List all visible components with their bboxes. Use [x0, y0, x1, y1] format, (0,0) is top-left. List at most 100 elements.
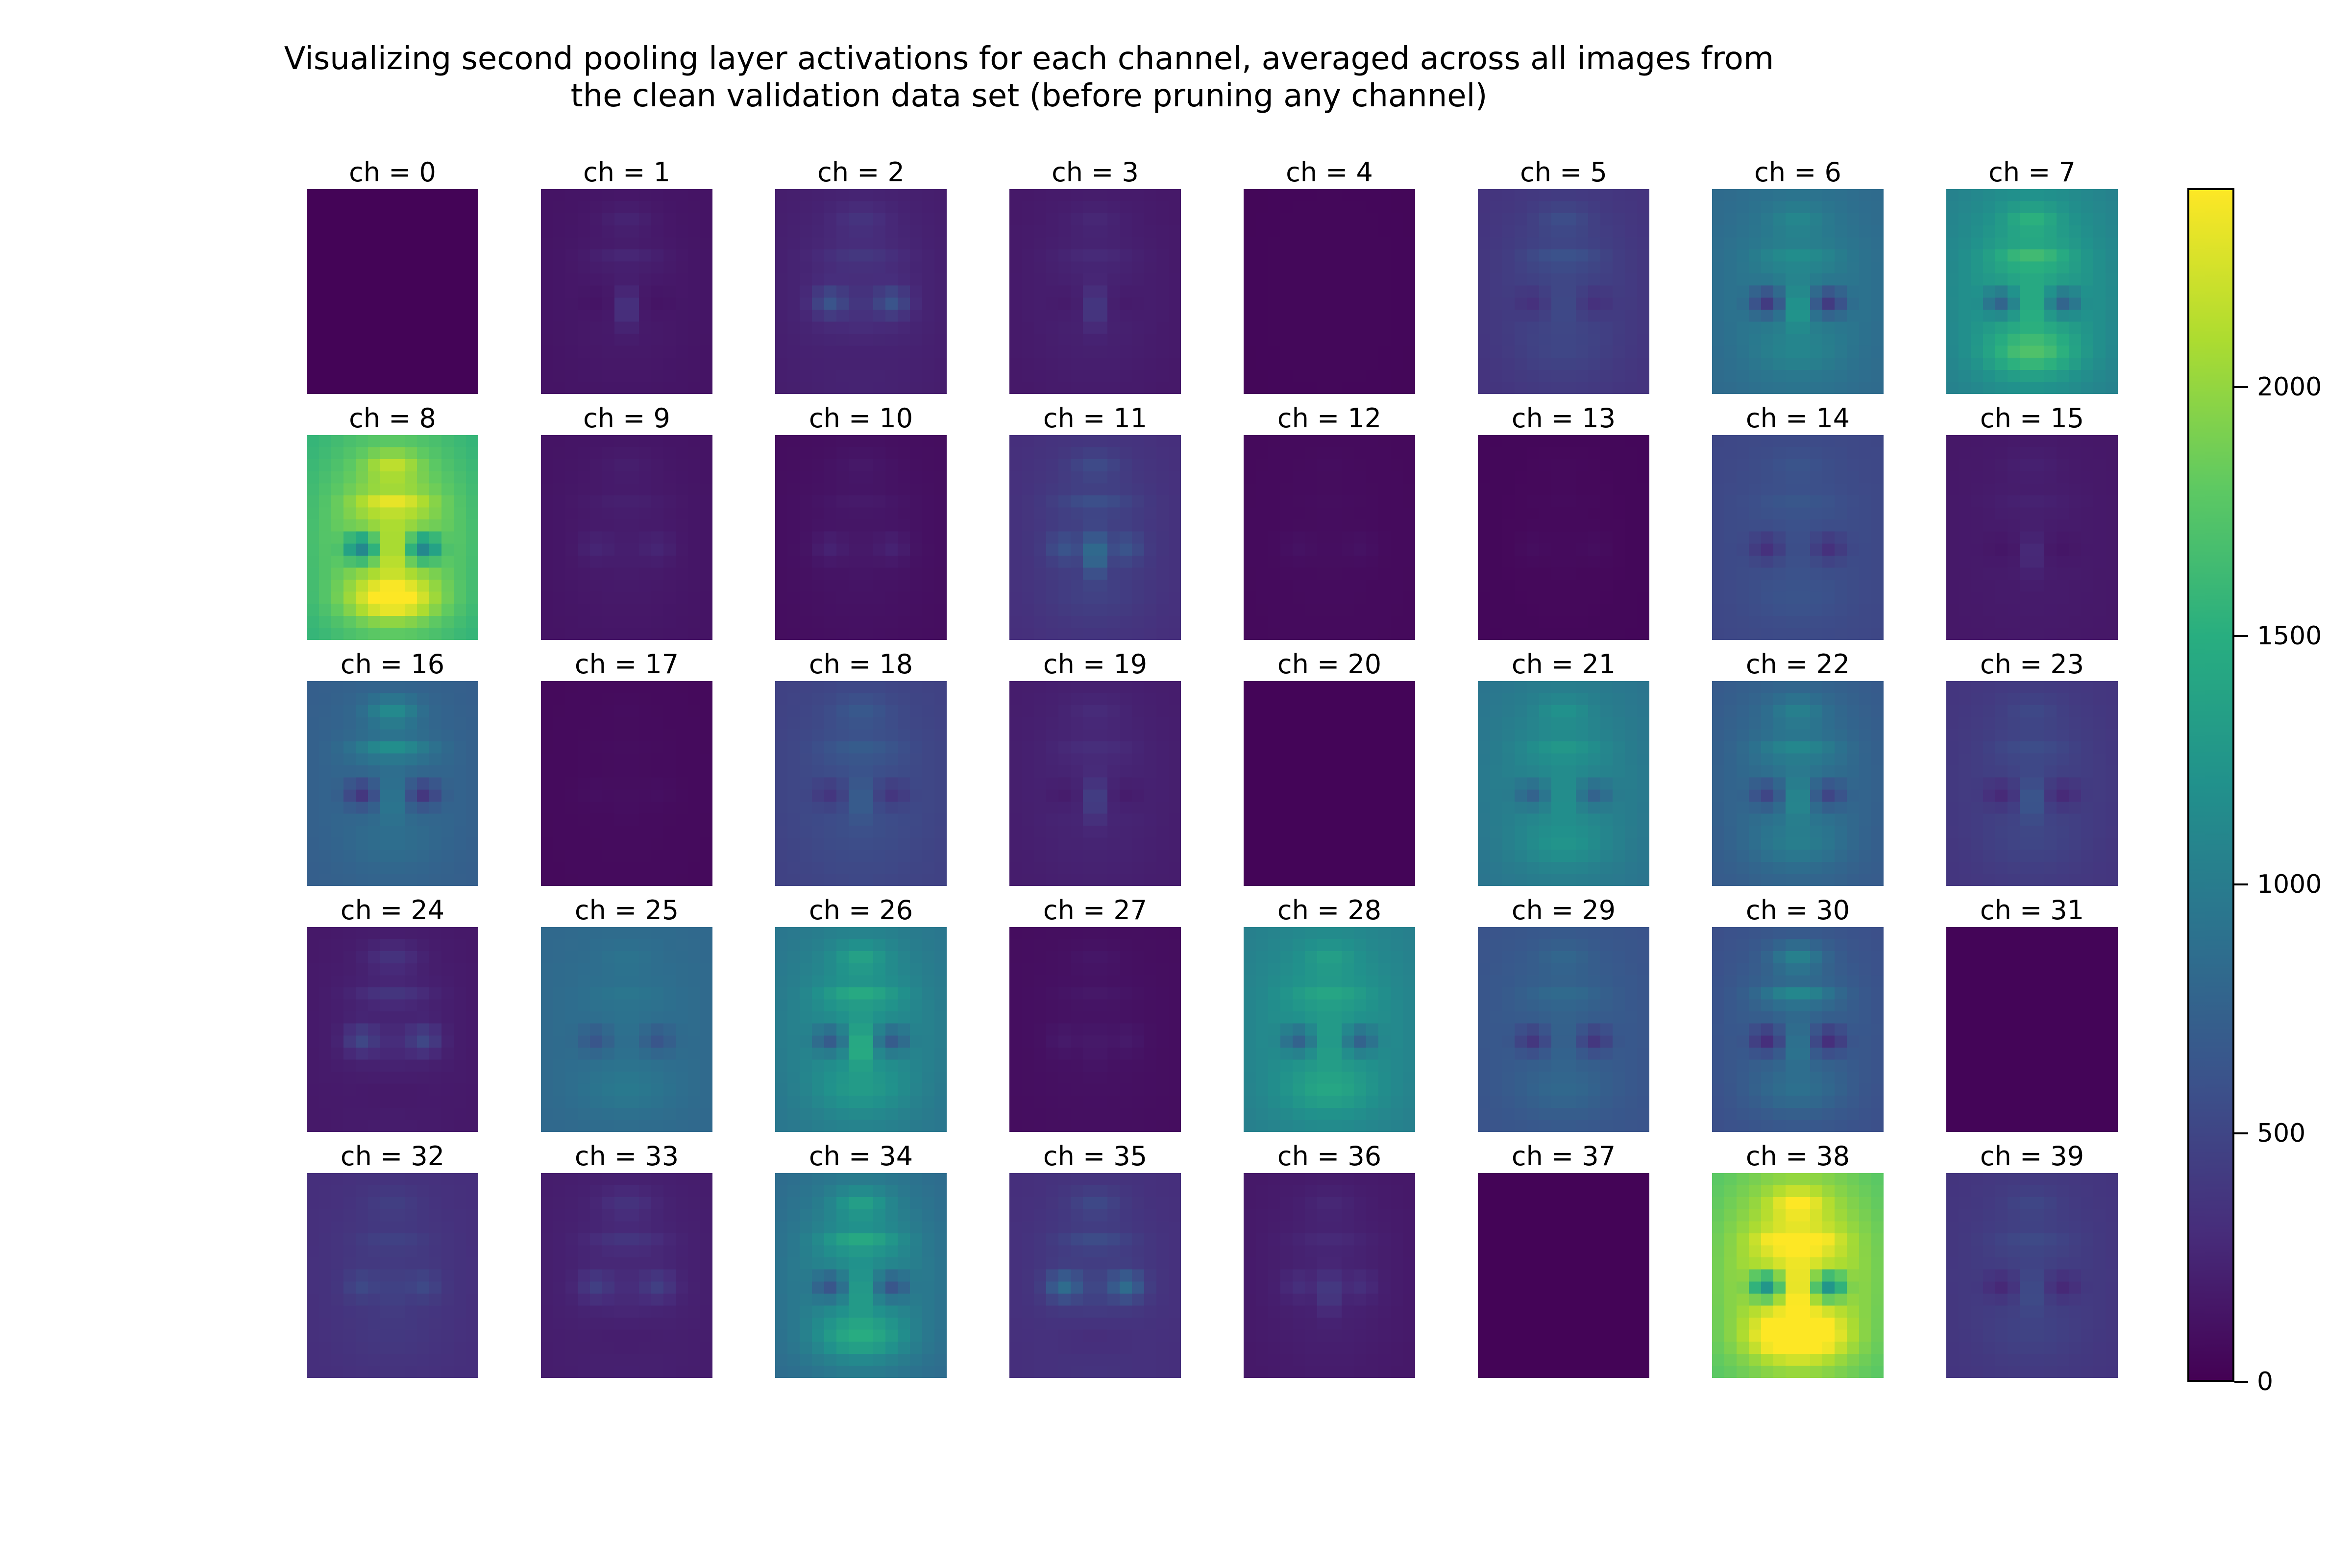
heatmap-cell [1120, 382, 1132, 394]
heatmap-cell [1107, 447, 1120, 460]
heatmap-cell [1120, 297, 1132, 310]
heatmap-cell [2081, 321, 2094, 334]
heatmap-cell [1132, 580, 1145, 592]
heatmap-cell [392, 717, 405, 730]
heatmap-cell [1095, 495, 1108, 508]
heatmap-cell [639, 249, 652, 262]
heatmap-cell [1983, 519, 1996, 532]
heatmap-cell [1293, 777, 1305, 790]
heatmap-cell [307, 789, 319, 802]
heatmap-cell [1034, 777, 1047, 790]
heatmap-cell [676, 729, 688, 742]
heatmap-cell [1034, 850, 1047, 862]
heatmap-cell [1822, 213, 1835, 226]
heatmap-cell [1132, 435, 1145, 448]
heatmap-cell [1046, 531, 1059, 544]
heatmap-cell [861, 567, 874, 580]
heatmap-cell [1798, 345, 1811, 358]
heatmap-cell [651, 628, 664, 640]
heatmap-cell [1169, 297, 1181, 310]
heatmap-cell [405, 261, 417, 274]
heatmap-cell [1120, 837, 1132, 850]
heatmap-cell [1959, 261, 1971, 274]
heatmap-cell [454, 459, 466, 472]
heatmap-cell [2106, 213, 2118, 226]
heatmap-cell [1095, 285, 1108, 298]
heatmap-cell [2032, 297, 2045, 310]
heatmap-cell [1403, 261, 1415, 274]
heatmap-cell [1046, 334, 1059, 346]
heatmap-cell [1144, 345, 1157, 358]
heatmap-cell [1983, 495, 1996, 508]
heatmap-cell [1169, 531, 1181, 544]
heatmap-cell [1046, 261, 1059, 274]
heatmap-cell [356, 591, 368, 604]
heatmap-cell [1120, 447, 1132, 460]
heatmap-cell [541, 789, 554, 802]
heatmap-cell [1293, 753, 1305, 766]
heatmap-cell [1822, 321, 1835, 334]
heatmap-cell [934, 459, 947, 472]
heatmap-cell [787, 285, 800, 298]
heatmap-cell [1637, 309, 1649, 322]
heatmap-cell [1156, 874, 1169, 886]
heatmap-cell [466, 693, 478, 706]
heatmap-cell [1293, 615, 1305, 628]
heatmap-cell [2093, 567, 2106, 580]
heatmap-cell [910, 483, 923, 496]
heatmap-cell [861, 297, 874, 310]
heatmap-cell [1515, 531, 1527, 544]
heatmap-cell [873, 321, 886, 334]
heatmap-cell [800, 519, 812, 532]
heatmap-cell [466, 789, 478, 802]
heatmap-cell [775, 519, 788, 532]
heatmap-cell [836, 507, 849, 520]
heatmap-cell [1354, 334, 1367, 346]
heatmap-cell [1083, 435, 1096, 448]
heatmap-cell [1058, 495, 1071, 508]
heatmap-cell [639, 285, 652, 298]
heatmap-cell [1293, 273, 1305, 286]
heatmap-cell [1280, 382, 1293, 394]
heatmap-cell [1120, 201, 1132, 214]
heatmap-cell [849, 334, 861, 346]
heatmap-cell [1280, 358, 1293, 370]
heatmap-cell [1502, 580, 1515, 592]
heatmap-cell [651, 604, 664, 616]
heatmap-cell [441, 681, 454, 694]
heatmap-cell [602, 201, 615, 214]
heatmap-cell [2020, 628, 2033, 640]
heatmap-cell [1737, 591, 1749, 604]
heatmap-cell [700, 604, 712, 616]
heatmap-cell [2081, 237, 2094, 250]
heatmap-cell [1022, 789, 1034, 802]
heatmap-cell [466, 213, 478, 226]
heatmap-cell [307, 519, 319, 532]
heatmap-cell [553, 604, 566, 616]
panel-title-ch-1: ch = 1 [583, 157, 670, 188]
heatmap-cell [1859, 201, 1872, 214]
heatmap-cell [405, 249, 417, 262]
heatmap-cell [1244, 189, 1256, 202]
heatmap-cell [922, 801, 935, 814]
heatmap-cell [1835, 321, 1847, 334]
heatmap-cell [1588, 334, 1601, 346]
heatmap-cell [873, 555, 886, 568]
heatmap-cell [392, 297, 405, 310]
heatmap-cell [1280, 531, 1293, 544]
heatmap-cell [1156, 519, 1169, 532]
heatmap-cell [700, 358, 712, 370]
heatmap-cell [2057, 321, 2069, 334]
heatmap-cell [824, 741, 837, 754]
heatmap-cell [1342, 345, 1354, 358]
heatmap-cell [307, 850, 319, 862]
heatmap-cell [1564, 628, 1576, 640]
heatmap-cell [898, 285, 910, 298]
heatmap-cell [2081, 495, 2094, 508]
heatmap-cell [1378, 628, 1391, 640]
heatmap-cell [1071, 471, 1083, 484]
heatmap-cell [1995, 483, 2008, 496]
heatmap-cell [2069, 249, 2082, 262]
heatmap-cell [565, 189, 578, 202]
heatmap-cell [2057, 543, 2069, 556]
